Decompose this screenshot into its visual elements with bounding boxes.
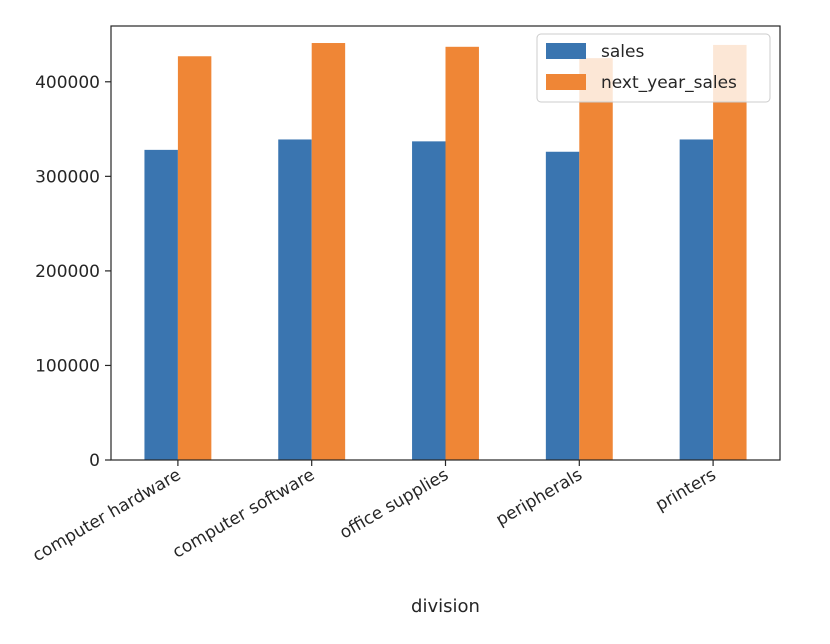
axes-layer: 0 100000 200000 300000 400000 computer hardwa… (29, 25, 781, 617)
x-tick-label-4: printers (652, 465, 719, 516)
bar-sales-3 (545, 151, 580, 461)
bar-sales-2 (412, 141, 446, 461)
x-tick-label-0: computer hardware (29, 465, 184, 566)
bars-layer (144, 43, 747, 461)
y-tick-label-4: 400000 (35, 73, 100, 93)
legend-swatch-next-year-sales (546, 74, 586, 90)
y-tick-label-3: 300000 (35, 167, 100, 187)
bar-next-year-sales-2 (445, 46, 479, 460)
bar-next-year-sales-4 (713, 44, 747, 460)
legend-label-next-year-sales: next_year_sales (601, 73, 737, 93)
y-tick-label-0: 0 (89, 451, 100, 471)
x-axis-label: division (411, 596, 480, 617)
x-tick-label-2: office supplies (336, 465, 452, 543)
plot-frame (110, 25, 781, 461)
bar-sales-4 (679, 139, 714, 460)
bar-next-year-sales-0 (177, 56, 212, 460)
y-tick-label-2: 200000 (35, 262, 100, 282)
bar-next-year-sales-3 (579, 58, 613, 461)
x-tick-label-1: computer software (169, 465, 318, 563)
legend-swatch-sales (546, 43, 586, 59)
legend-box (536, 33, 771, 103)
y-tick-label-1: 100000 (35, 356, 100, 376)
bar-sales-0 (144, 149, 178, 460)
x-tick-label-3: peripherals (493, 465, 586, 530)
bar-sales-1 (278, 139, 312, 460)
legend: sales next_year_sales (536, 33, 771, 103)
bar-next-year-sales-1 (311, 43, 346, 461)
legend-label-sales: sales (601, 42, 644, 62)
